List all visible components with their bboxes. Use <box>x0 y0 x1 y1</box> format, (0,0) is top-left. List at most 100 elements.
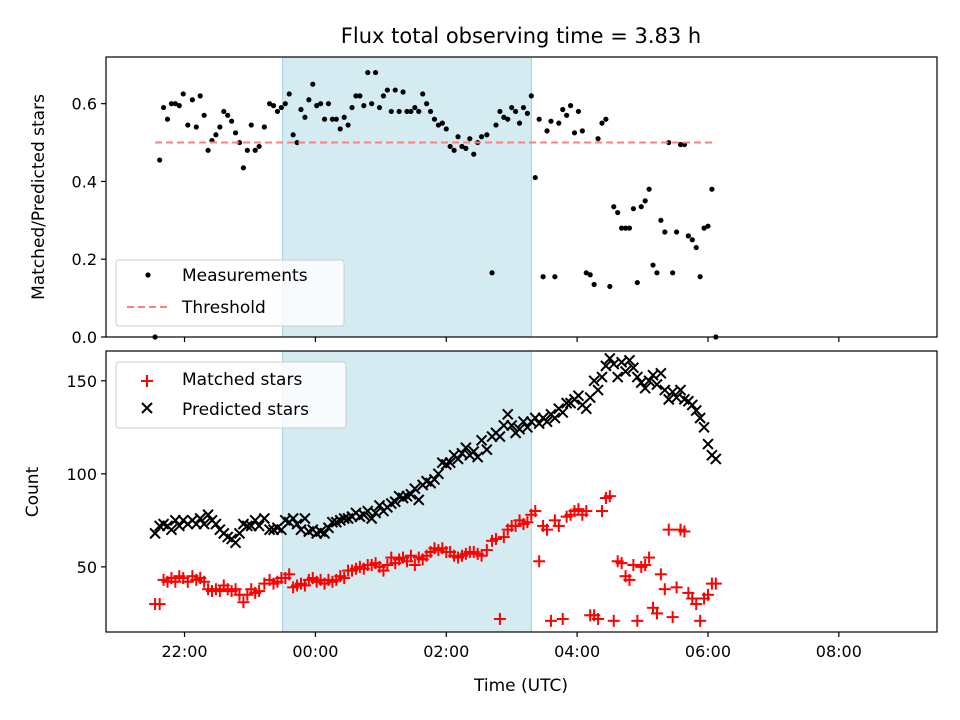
predicted-stars-point <box>413 494 425 506</box>
predicted-stars-point <box>580 402 592 415</box>
measurement-point <box>325 101 332 107</box>
measurement-point <box>459 143 465 150</box>
predicted-stars-point <box>631 371 644 383</box>
measurement-point <box>176 103 182 109</box>
matched-stars-point <box>595 505 608 518</box>
top-plot-frame <box>105 56 938 338</box>
measurement-point <box>622 225 629 231</box>
measurement-point <box>240 165 247 171</box>
measurement-point <box>552 274 558 280</box>
predicted-stars-point <box>318 527 331 540</box>
measurement-point <box>392 87 398 93</box>
matched-stars-point <box>650 607 663 620</box>
measurement-point <box>634 279 640 286</box>
predicted-stars-point <box>291 518 303 530</box>
measurement-point <box>509 104 515 111</box>
x-tick-label: 08:00 <box>816 642 862 661</box>
x-tick-label: 04:00 <box>554 642 600 661</box>
measurement-point <box>556 120 562 126</box>
matched-stars-point <box>639 559 652 572</box>
measurement-point <box>666 139 672 146</box>
measurement-point <box>619 225 625 231</box>
x-tick-label: 02:00 <box>423 642 469 661</box>
measurement-point <box>236 139 243 146</box>
measurement-point <box>189 97 195 103</box>
predicted-stars-point <box>619 365 632 378</box>
matched-stars-point <box>541 523 554 536</box>
measurement-point <box>294 139 300 146</box>
measurement-point <box>489 270 495 276</box>
matched-stars-point <box>408 559 421 572</box>
predicted-stars-point <box>686 399 698 411</box>
measurement-point <box>564 112 570 118</box>
measurement-point <box>396 108 402 115</box>
measurement-point <box>388 108 394 115</box>
matched-stars-point <box>658 583 671 596</box>
predicted-stars-point <box>202 509 214 521</box>
measurement-point <box>160 104 167 111</box>
matched-stars-point <box>623 573 636 586</box>
measurement-point <box>270 103 277 109</box>
measurement-point <box>615 209 621 216</box>
measurement-point <box>420 91 426 97</box>
predicted-stars-point <box>557 406 569 419</box>
measurement-point <box>501 114 507 120</box>
measurement-point <box>274 108 281 115</box>
predicted-stars-point <box>541 416 553 428</box>
measurement-point <box>471 151 477 157</box>
measurement-point <box>447 143 453 150</box>
matched-stars-point <box>556 612 569 625</box>
predicted-stars-point <box>389 496 401 508</box>
legend-predicted-label: Predicted stars <box>182 400 309 420</box>
measurement-point <box>180 91 186 97</box>
measurement-point <box>673 229 680 235</box>
measurement-point <box>697 274 703 280</box>
measurement-point <box>314 103 320 109</box>
measurement-point <box>677 141 684 148</box>
measurement-point <box>290 132 296 138</box>
measurement-point <box>376 104 383 111</box>
predicted-stars-point <box>521 421 534 434</box>
measurement-point <box>408 108 414 115</box>
matched-stars-point <box>404 549 417 562</box>
measurement-point <box>626 225 633 231</box>
measurement-point <box>302 114 308 120</box>
predicted-stars-point <box>560 397 573 409</box>
matched-stars-point <box>627 559 640 572</box>
matched-stars-point <box>580 505 593 518</box>
measurement-point <box>435 122 441 128</box>
matched-stars-point <box>643 551 656 564</box>
predicted-stars-point <box>468 445 480 458</box>
matched-stars-point <box>480 544 493 557</box>
top-y-tick-label: 0.2 <box>72 250 97 269</box>
measurement-point <box>505 116 511 122</box>
top-legend: Measurements Threshold <box>115 259 345 327</box>
predicted-stars-point <box>149 527 161 540</box>
bottom-y-tick-label: 50 <box>77 558 97 577</box>
matched-stars-point <box>592 612 605 625</box>
matched-stars-point <box>338 572 351 585</box>
top-y-axis-label: Matched/Predicted stars <box>29 94 49 300</box>
measurement-point <box>329 116 335 122</box>
measurement-point <box>164 116 171 122</box>
matched-stars-point <box>533 555 546 568</box>
measurement-point <box>443 126 449 132</box>
measurement-point <box>229 118 235 124</box>
bottom-plot-frame <box>105 350 938 633</box>
predicted-stars-point <box>229 536 242 549</box>
measurement-point <box>248 122 254 128</box>
measurement-point <box>579 128 585 134</box>
predicted-stars-point <box>690 404 702 417</box>
measurement-point <box>536 116 542 122</box>
predicted-stars-point <box>253 520 265 532</box>
measurement-point <box>607 283 613 290</box>
matched-stars-point <box>529 505 542 518</box>
measurement-point <box>654 270 660 276</box>
measurement-point <box>516 120 523 126</box>
measurement-point <box>318 101 324 107</box>
predicted-stars-point <box>198 518 210 530</box>
matched-stars-point <box>552 519 565 532</box>
measurement-point <box>244 147 250 153</box>
predicted-stars-point <box>322 522 335 534</box>
